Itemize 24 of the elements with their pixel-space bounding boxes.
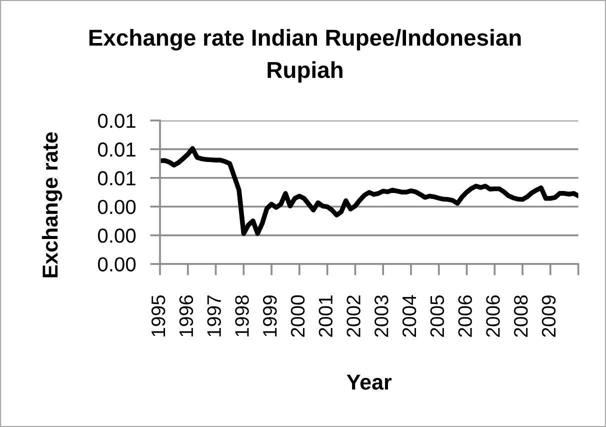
y-tick-label: 0.01 bbox=[98, 142, 136, 157]
y-tick-label: 0.00 bbox=[98, 228, 136, 243]
x-tick-label: 2006 bbox=[458, 295, 472, 337]
x-tick-label: 2004 bbox=[402, 295, 416, 337]
x-tick-label: 1999 bbox=[262, 295, 277, 336]
x-tick-label: 2001 bbox=[318, 296, 333, 337]
x-tick-label: 1995 bbox=[151, 295, 166, 336]
x-tick-label: 2002 bbox=[346, 296, 360, 337]
x-tick-label: 2008 bbox=[514, 295, 528, 337]
x-tick-label: 2003 bbox=[374, 295, 388, 337]
x-tick-label: 1996 bbox=[179, 295, 194, 336]
x-tick-label: 2005 bbox=[430, 295, 444, 337]
x-tick-label: 2006 bbox=[486, 295, 500, 337]
x-tick-label: 2000 bbox=[290, 295, 305, 337]
y-axis-title: Exchange rate bbox=[42, 132, 62, 278]
y-tick-label: 0.01 bbox=[98, 171, 136, 186]
x-tick-label: 1997 bbox=[207, 296, 221, 336]
y-tick-label: 0.00 bbox=[98, 200, 136, 214]
x-tick-label: 2009 bbox=[542, 295, 556, 337]
x-axis-title: Year bbox=[346, 374, 392, 390]
y-tick-label: 0.00 bbox=[98, 257, 136, 272]
x-tick-label: 1998 bbox=[235, 295, 249, 336]
chart-title: Exchange rate Indian Rupee/Indonesian Rupiah bbox=[89, 29, 521, 83]
y-tick-label: 0.01 bbox=[98, 114, 136, 128]
